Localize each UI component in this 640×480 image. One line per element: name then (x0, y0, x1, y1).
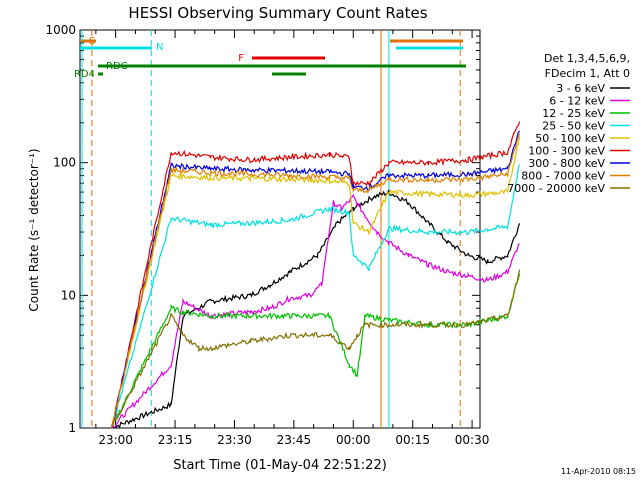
flag-label: F (238, 53, 244, 64)
series-line-3 (111, 164, 521, 429)
x-tick-label: 23:15 (158, 433, 193, 447)
legend-header: FDecim 1, Att 0 (545, 67, 630, 80)
series-line-1 (111, 193, 520, 429)
series-line-5 (111, 121, 521, 429)
legend: Det 1,3,4,5,6,9, FDecim 1, Att 0 3 - 6 keV… (507, 52, 630, 195)
x-tick-label: 00:00 (336, 433, 371, 447)
x-axis-label: Start Time (01-May-04 22:51:22) (173, 458, 387, 473)
series-line-4 (111, 136, 521, 428)
series-line-6 (111, 130, 521, 427)
legend-header: Det 1,3,4,5,6,9, (544, 52, 630, 65)
y-axis-label: Count Rate (s⁻¹ detector⁻¹) (27, 148, 41, 311)
flag-layer: S N F RDC RD4 (74, 30, 466, 428)
flag-label: RD4 (74, 69, 95, 80)
series-line-0 (111, 189, 521, 429)
legend-label: 300 - 800 keV (528, 157, 605, 170)
legend-label: 6 - 12 keV (549, 95, 605, 108)
legend-label: 7000 - 20000 keV (507, 182, 605, 195)
x-tick-label: 23:30 (217, 433, 252, 447)
y-axis: 1 10 100 1000 (45, 23, 480, 435)
y-tick-label: 100 (53, 156, 76, 170)
flag-label: N (156, 42, 163, 53)
x-tick-label: 00:15 (395, 433, 430, 447)
x-tick-label: 23:45 (277, 433, 312, 447)
chart-title: HESSI Observing Summary Count Rates (128, 4, 427, 22)
y-tick-label: 10 (61, 288, 76, 302)
y-tick-label: 1 (68, 421, 76, 435)
series-layer (111, 121, 521, 429)
x-tick-label: 23:00 (98, 433, 133, 447)
series-line-7 (111, 133, 521, 429)
x-tick-label: 00:30 (455, 433, 490, 447)
legend-label: 800 - 7000 keV (521, 170, 605, 183)
legend-label: 3 - 6 keV (556, 82, 605, 95)
flag-label: S (89, 36, 95, 47)
flag-label: RDC (106, 61, 128, 72)
legend-label: 25 - 50 keV (542, 120, 605, 133)
y-tick-label: 1000 (45, 23, 76, 37)
series-line-8 (111, 269, 521, 428)
legend-label: 100 - 300 keV (528, 145, 605, 158)
plot-frame (79, 29, 481, 429)
x-axis: 23:00 23:15 23:30 23:45 00:00 00:15 00:30 (95, 30, 490, 447)
legend-label: 12 - 25 keV (542, 107, 605, 120)
legend-label: 50 - 100 keV (535, 132, 605, 145)
footer-timestamp: 11-Apr-2010 08:15 (561, 467, 636, 476)
